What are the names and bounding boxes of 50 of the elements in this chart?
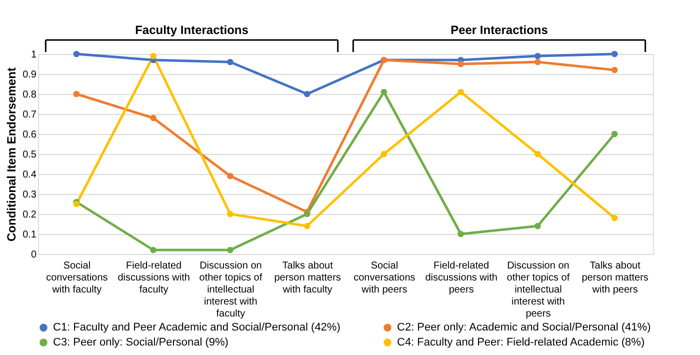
x-tick-label: Social conversations with faculty <box>46 260 108 296</box>
point <box>227 246 234 254</box>
x-tick-label: Discussion on other topics of intellectual interest with faculty <box>199 260 262 320</box>
y-tick-label: 0.9 <box>22 70 37 80</box>
y-tick-label: 0.8 <box>22 90 37 100</box>
point <box>534 58 541 66</box>
point <box>611 50 618 58</box>
legend-label: C1: Faculty and Peer Academic and Social/Personal (42%) <box>53 322 340 334</box>
point <box>73 50 80 58</box>
point <box>304 90 310 98</box>
point <box>150 52 156 60</box>
point <box>534 52 541 60</box>
x-tick-label: Talks about person matters with peers <box>582 260 648 296</box>
y-tick-label: 0.1 <box>22 230 37 240</box>
y-tick-label: 0.2 <box>22 210 37 220</box>
y-tick-label: 0.7 <box>22 110 37 120</box>
y-tick-label: 0.4 <box>22 170 37 180</box>
point <box>227 210 234 218</box>
x-tick-label: Talks about person matters with faculty <box>274 260 341 296</box>
point <box>380 88 388 96</box>
y-tick-label: 0 <box>30 250 37 260</box>
point <box>534 150 541 158</box>
x-tick-label: Social conversations with peers <box>354 260 416 296</box>
y-tick-label: 1 <box>30 50 37 60</box>
point <box>150 114 156 122</box>
legend-label: C3: Peer only: Social/Personal (9%) <box>53 336 228 348</box>
x-tick-label: Discussion on other topics of intellectual interest with peers <box>506 260 570 320</box>
point <box>458 230 464 238</box>
point <box>227 58 234 66</box>
point <box>458 88 464 96</box>
point <box>611 66 618 74</box>
legend-label: C4: Faculty and Peer: Field-related Academic (8%) <box>397 336 645 348</box>
point <box>458 60 464 68</box>
point <box>380 150 388 158</box>
y-tick-label: 0.3 <box>22 190 37 200</box>
y-tick-label: 0.6 <box>22 130 37 140</box>
point <box>611 214 618 222</box>
text: Peer Interactions <box>450 23 548 37</box>
point <box>534 222 541 230</box>
x-tick-label: Field-related discussions with faculty <box>118 260 190 296</box>
point <box>150 246 156 254</box>
point <box>611 130 618 138</box>
point <box>304 222 310 230</box>
point <box>227 172 234 180</box>
y-tick-label: 0.5 <box>22 150 37 160</box>
legend-label: C2: Peer only: Academic and Social/Personal (41%) <box>397 322 651 334</box>
x-tick-label: Field-related discussions with peers <box>425 260 498 296</box>
text: Faculty Interactions <box>135 23 249 37</box>
point <box>73 90 80 98</box>
y-axis-title: Conditional Item Endorsement <box>4 67 19 242</box>
